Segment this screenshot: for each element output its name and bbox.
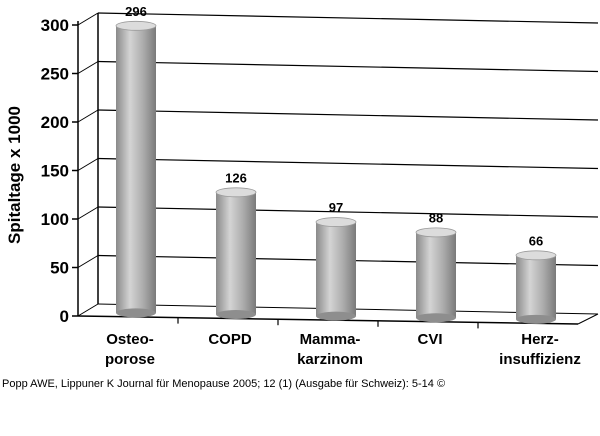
bar [415, 227, 457, 323]
bar-top [215, 187, 257, 198]
data-labels: 296 126 97 88 66 [125, 4, 543, 248]
bar-top [315, 217, 357, 227]
source-caption: Popp AWE, Lippuner K Journal für Menopau… [2, 378, 446, 390]
category-label: Osteo-porose [105, 331, 155, 368]
category-labels: Osteo-porose COPD Mamma-karzinom CVI Herz-in… [105, 331, 581, 368]
y-tick-label: 250 [41, 65, 69, 84]
bar-body [316, 222, 356, 317]
gridline-depth [77, 12, 99, 26]
gridline-depth [77, 158, 99, 171]
gridline [97, 12, 599, 24]
gridlines [77, 12, 599, 317]
bar [515, 250, 557, 324]
bar-base [416, 313, 456, 323]
y-axis-label: Spitaltage x 1000 [5, 106, 24, 244]
bar-body [516, 255, 556, 320]
category-label: CVI [417, 331, 442, 348]
gridline-depth [77, 61, 99, 74]
bars [115, 20, 557, 324]
gridline-depth [77, 303, 99, 317]
y-tick-label: 150 [41, 162, 69, 181]
y-tick-labels: 0 50 100 150 200 250 300 [41, 16, 78, 326]
bar [315, 217, 357, 321]
gridline [97, 60, 599, 73]
data-label: 88 [429, 210, 443, 225]
category-label: Mamma-karzinom [297, 331, 363, 368]
gridline-depth [77, 206, 99, 220]
gridline-depth [77, 255, 99, 268]
bar-base [116, 308, 156, 318]
bar [215, 187, 257, 320]
y-tick-label: 200 [41, 113, 69, 132]
gridline [97, 157, 599, 170]
bar-top [115, 20, 157, 31]
data-label: 126 [225, 170, 247, 185]
category-label: Herz-insuffizienz [499, 331, 581, 368]
data-label: 296 [125, 4, 147, 19]
data-label: 97 [329, 200, 343, 215]
bar-body [216, 192, 256, 315]
bar [115, 20, 157, 318]
bar-top [515, 250, 557, 261]
floor-right-edge [577, 313, 599, 325]
bar-base [516, 314, 556, 324]
y-tick-label: 100 [41, 210, 69, 229]
gridline-depth [77, 109, 99, 123]
bar-body [416, 232, 456, 318]
y-tick-label: 50 [50, 259, 69, 278]
bar-top [415, 227, 457, 238]
y-tick-label: 0 [60, 307, 69, 326]
gridline [97, 109, 599, 121]
bar-base [216, 310, 256, 320]
category-label: COPD [208, 331, 252, 348]
data-label: 66 [529, 233, 543, 248]
gridline [97, 206, 599, 218]
bar-base [316, 311, 356, 321]
bar-body [116, 25, 156, 313]
y-tick-label: 300 [41, 16, 69, 35]
bar-chart: 0 50 100 150 200 250 300 296 126 97 88 66 Osteo-po… [5, 4, 599, 368]
